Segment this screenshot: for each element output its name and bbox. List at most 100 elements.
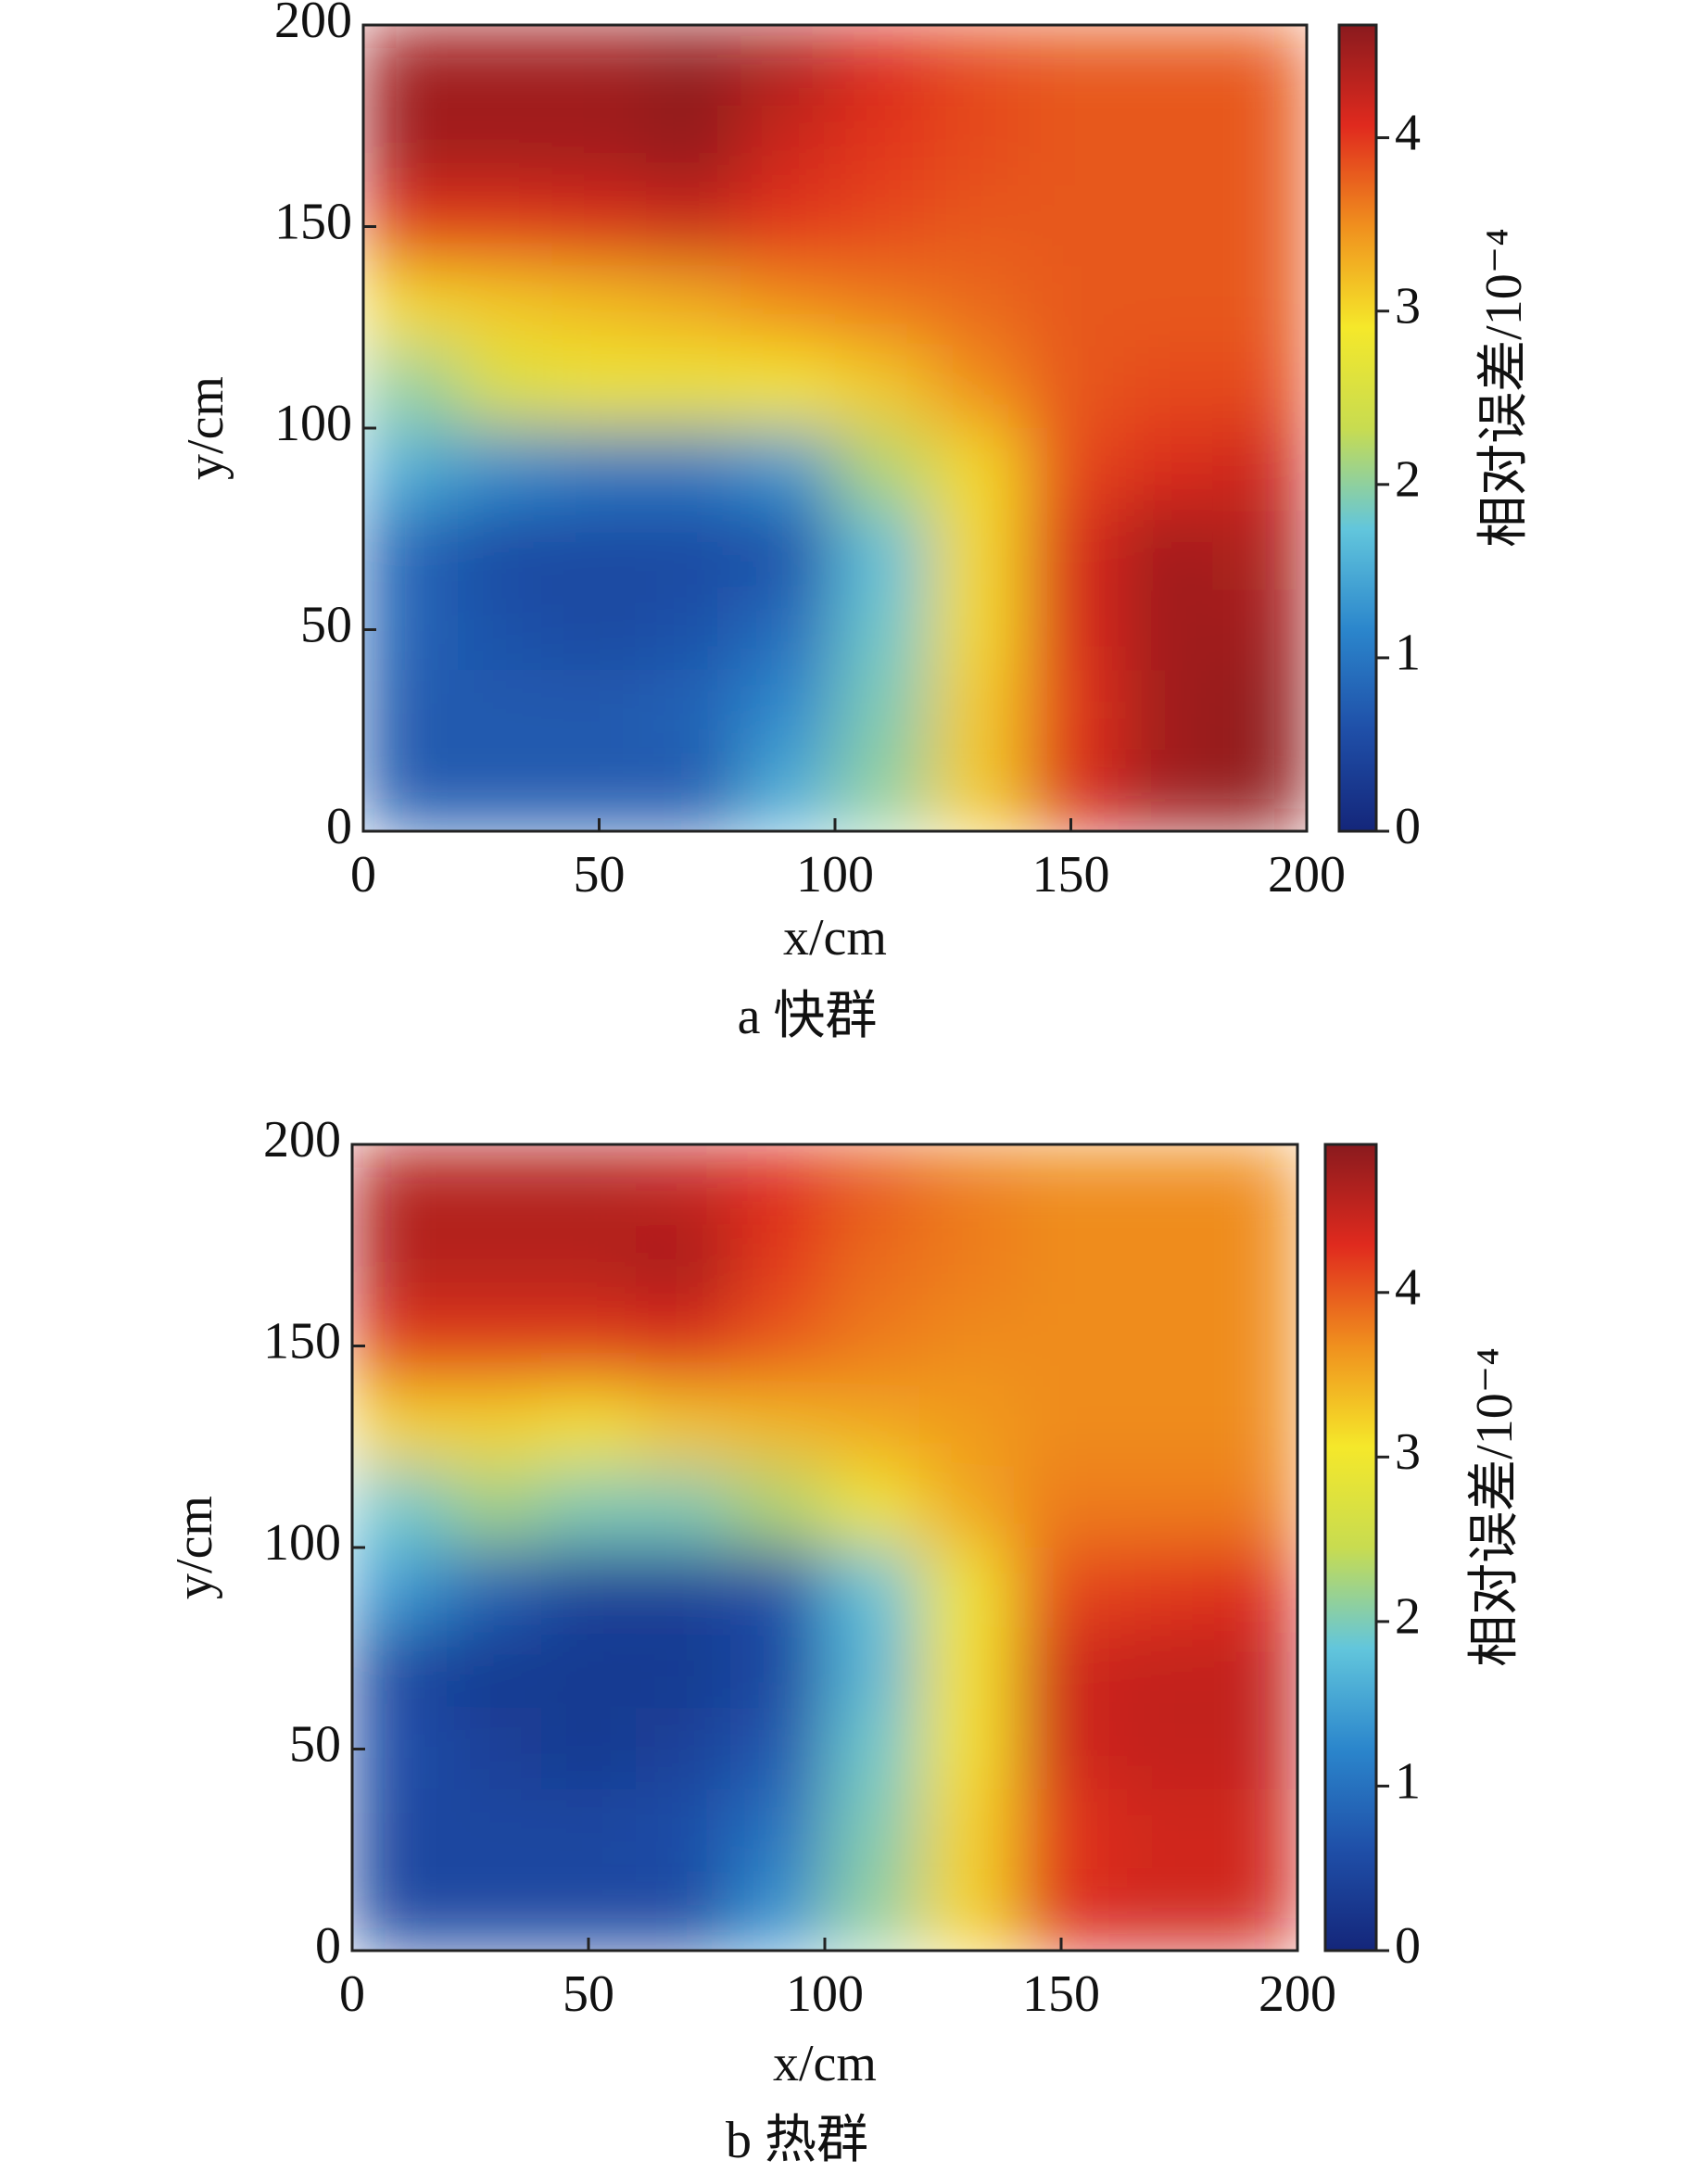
heatmap-cell [929,106,1025,187]
heatmap-cell [1108,1548,1204,1629]
heatmap-cell [730,1386,826,1468]
heatmap-cell [1023,589,1119,671]
heatmap-cell [352,1386,448,1468]
colorbar-tick-label: 2 [1395,451,1421,509]
heatmap-cell [1118,347,1213,429]
heatmap-cell [636,1144,731,1226]
heatmap-cell [447,1789,542,1871]
heatmap-cell [363,186,459,268]
heatmap-cell [730,1870,826,1952]
heatmap-cell [363,589,459,671]
heatmap-cell [825,1306,920,1387]
heatmap-cell [646,670,741,752]
heatmap-cell [1118,186,1213,268]
caption: b 热群 [726,2112,868,2169]
heatmap-cell [929,347,1025,429]
heatmap-cell [447,1467,542,1548]
x-tick-label: 0 [350,846,376,903]
heatmap-cell [551,347,647,429]
heatmap-cell [457,751,553,832]
heatmap-cell [919,1628,1015,1710]
heatmap-cell [740,267,836,348]
heatmap-cell [457,428,553,510]
y-tick-label: 0 [315,1917,341,1975]
heatmap-cell [447,1144,542,1226]
heatmap-cell [636,1306,731,1387]
heatmap-cell [447,1709,542,1790]
heatmap-cell [457,347,553,429]
heatmap-cell [457,267,553,348]
heatmap-cell [825,1548,920,1629]
heatmap-cell [457,106,553,187]
heatmap-cell [740,751,836,832]
heatmap-cell [730,1628,826,1710]
heatmap-cell [1014,1628,1109,1710]
heatmap-cell [541,1225,637,1307]
y-tick-label: 200 [274,0,352,49]
heatmap-cell [1108,1306,1204,1387]
heatmap-cell [825,1789,920,1871]
heatmap-cell [835,267,930,348]
heatmap-cell [835,428,930,510]
heatmap-cell [919,1467,1015,1548]
heatmap-cell [1023,509,1119,590]
heatmap-cell [929,670,1025,752]
heatmap-cell [730,1306,826,1387]
heatmap-cell [541,1386,637,1468]
heatmap-cell [1203,1225,1298,1307]
heatmap [363,25,1308,832]
heatmap-cell [730,1225,826,1307]
colorbar-tick-label: 1 [1395,1752,1421,1810]
heatmap-cell [352,1870,448,1952]
x-axis-label: x/cm [773,2035,877,2092]
heatmap-cell [551,267,647,348]
heatmap-cell [1203,1870,1298,1952]
heatmap-cell [447,1386,542,1468]
heatmap-cell [929,25,1025,107]
heatmap-cell [447,1628,542,1710]
heatmap-cell [352,1789,448,1871]
heatmap-cell [1212,751,1308,832]
heatmap-cell [825,1144,920,1226]
heatmap-cell [363,267,459,348]
x-tick-label: 100 [796,846,874,903]
heatmap-cell [1212,347,1308,429]
x-tick-label: 50 [563,1965,614,2023]
heatmap-cell [1118,428,1213,510]
heatmap-cell [919,1306,1015,1387]
colorbar-tick-label: 0 [1395,798,1421,855]
heatmap-cell [457,509,553,590]
y-axis-label: y/cm [177,376,234,480]
heatmap-cell [1108,1789,1204,1871]
heatmap-cell [1118,751,1213,832]
heatmap-cell [835,670,930,752]
colorbar-tick-label: 4 [1395,1259,1421,1317]
colorbar-label: 相对误差/10⁻⁴ [1466,1347,1524,1667]
heatmap-cell [363,347,459,429]
heatmap-cell [929,509,1025,590]
heatmap-cell [541,1789,637,1871]
heatmap-cell [1118,589,1213,671]
heatmap-cell [636,1386,731,1468]
heatmap-cell [730,1789,826,1871]
heatmap-cell [541,1467,637,1548]
heatmap-cell [1023,428,1119,510]
heatmap-cell [1023,347,1119,429]
heatmap-cell [1014,1548,1109,1629]
heatmap-cell [1023,751,1119,832]
heatmap-cell [1014,1306,1109,1387]
heatmap-cell [636,1467,731,1548]
heatmap-cell [1203,1144,1298,1226]
heatmap-cell [363,670,459,752]
heatmap-cell [352,1709,448,1790]
heatmap-cell [1212,670,1308,752]
heatmap-cell [636,1548,731,1629]
heatmap-cell [636,1870,731,1952]
heatmap-cell [363,751,459,832]
heatmap-cell [1203,1709,1298,1790]
heatmap-cell [447,1225,542,1307]
heatmap-cell [363,428,459,510]
heatmap-cell [1108,1709,1204,1790]
heatmap-cell [740,509,836,590]
heatmap-cell [740,25,836,107]
